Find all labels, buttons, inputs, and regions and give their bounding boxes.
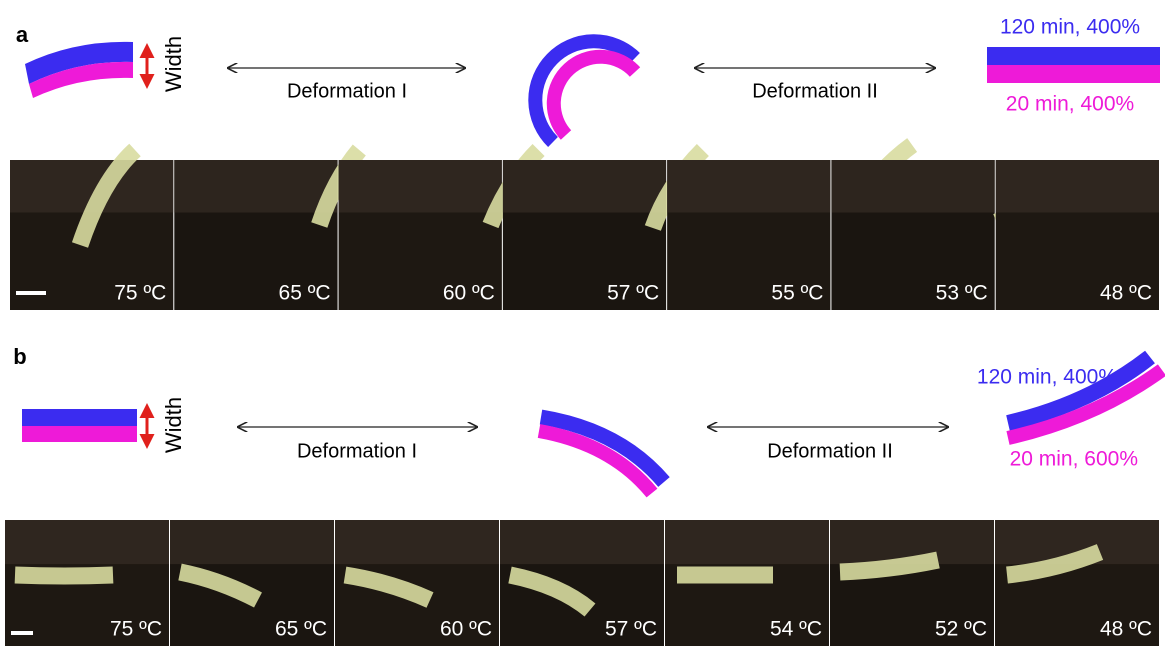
photo-backdrop — [996, 160, 1159, 213]
photo-backdrop — [500, 520, 664, 564]
photo-backdrop — [339, 160, 502, 213]
temperature-label: 48 ºC — [1100, 282, 1152, 305]
top-layer — [987, 47, 1160, 65]
photo-backdrop — [503, 160, 666, 213]
top-layer-label: 120 min, 400% — [1000, 16, 1140, 39]
panel-a-diagrams — [25, 41, 1160, 142]
photo-backdrop — [667, 160, 830, 213]
temperature-label: 53 ºC — [936, 282, 988, 305]
photo-backdrop — [5, 520, 169, 564]
deformation-label: Deformation I — [287, 80, 407, 102]
photo-backdrop — [831, 160, 994, 213]
temperature-label: 65 ºC — [275, 618, 327, 641]
figure: a Width Deformation I Deformation II 120 min… — [0, 0, 1165, 646]
bottom-layer — [554, 57, 635, 135]
temperature-label: 48 ºC — [1100, 618, 1152, 641]
photo-backdrop — [335, 520, 499, 564]
temperature-label: 54 ºC — [770, 618, 822, 641]
width-label: Width — [161, 36, 186, 92]
top-layer-label: 120 min, 400% — [977, 366, 1117, 389]
top-layer — [22, 409, 137, 426]
scale-bar — [16, 291, 46, 295]
sample-strip — [15, 575, 113, 576]
temperature-label: 65 ºC — [279, 282, 331, 305]
panel-label: b — [13, 344, 26, 369]
temperature-label: 57 ºC — [605, 618, 657, 641]
temperature-label: 75 ºC — [110, 618, 162, 641]
temperature-label: 57 ºC — [607, 282, 659, 305]
temperature-label: 75 ºC — [114, 282, 166, 305]
deformation-label: Deformation II — [767, 440, 893, 462]
bottom-layer — [987, 65, 1160, 83]
photo-backdrop — [170, 520, 334, 564]
photo-backdrop — [665, 520, 829, 564]
temperature-label: 60 ºC — [443, 282, 495, 305]
bottom-layer-label: 20 min, 600% — [1010, 448, 1138, 471]
photo-backdrop — [174, 160, 337, 213]
deformation-label: Deformation II — [752, 80, 878, 102]
deformation-label: Deformation I — [297, 440, 417, 462]
temperature-label: 55 ºC — [771, 282, 823, 305]
panel-label: a — [16, 22, 29, 47]
bottom-layer-label: 20 min, 400% — [1006, 93, 1134, 116]
scale-bar — [11, 631, 33, 635]
width-label: Width — [161, 397, 186, 453]
bottom-layer — [22, 426, 137, 442]
temperature-label: 52 ºC — [935, 618, 987, 641]
temperature-label: 60 ºC — [440, 618, 492, 641]
